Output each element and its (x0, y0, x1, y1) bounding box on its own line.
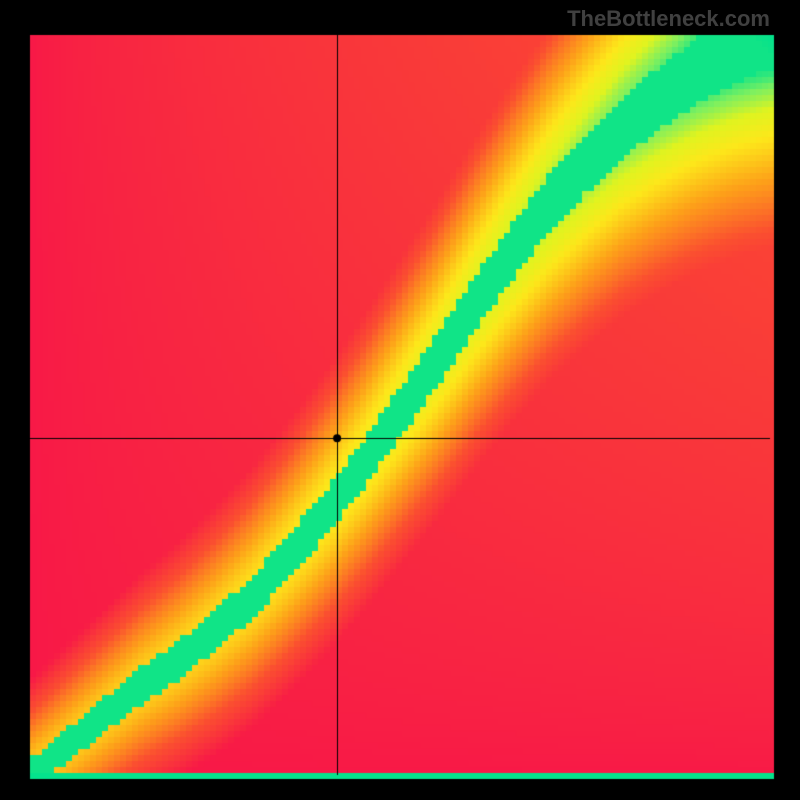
chart-container: TheBottleneck.com (0, 0, 800, 800)
watermark-text: TheBottleneck.com (567, 6, 770, 32)
bottleneck-heatmap (0, 0, 800, 800)
